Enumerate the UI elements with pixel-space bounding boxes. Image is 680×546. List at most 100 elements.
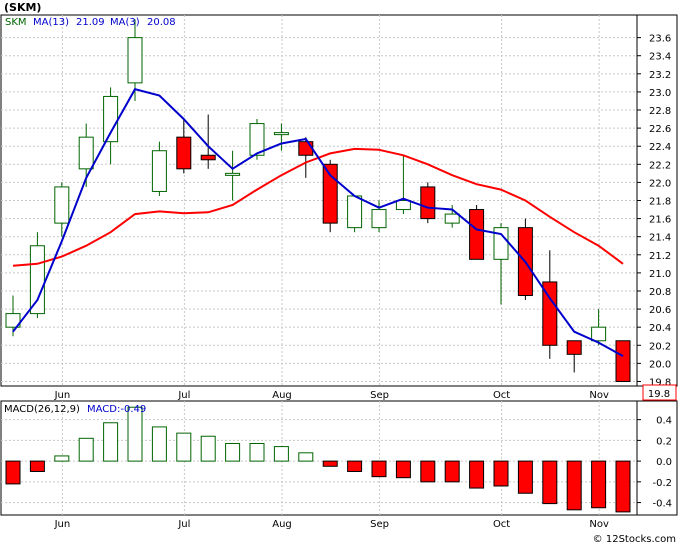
macd-axis: 0.4 0.2 0.0 -0.2 -0.4 bbox=[637, 416, 672, 510]
candle bbox=[176, 119, 192, 174]
macd-tick-label: 0.4 bbox=[656, 416, 672, 427]
macd-bar-negative bbox=[5, 460, 21, 485]
last-price-label: 19.8 bbox=[648, 389, 670, 400]
price-tick-label: 19.8 bbox=[649, 377, 671, 388]
legend: SKM MA(13) 21.09 MA(3) 20.08 bbox=[5, 17, 176, 28]
candle bbox=[615, 340, 631, 382]
month-axis-top: Jun Jul Aug Sep Oct Nov bbox=[54, 390, 609, 401]
macd-bar-positive bbox=[249, 442, 265, 462]
price-tick-label: 21.8 bbox=[649, 197, 671, 208]
macd-panel: 0.4 0.2 0.0 -0.2 -0.4 MACD(26,12,9) MACD:-0.… bbox=[0, 400, 678, 516]
candle bbox=[493, 223, 509, 305]
candle bbox=[469, 205, 485, 260]
candle-body-up bbox=[54, 186, 70, 224]
month-label: Jul bbox=[177, 390, 190, 401]
price-tick-label: 21.0 bbox=[649, 269, 671, 280]
macd-bar-negative bbox=[542, 460, 558, 505]
candle-body-down bbox=[322, 163, 338, 224]
month-label: Nov bbox=[589, 519, 609, 530]
macd-bar-negative bbox=[29, 460, 45, 472]
candle bbox=[517, 218, 533, 301]
price-tick-label: 23.6 bbox=[649, 34, 671, 45]
legend-ma-slow-value: 20.08 bbox=[147, 17, 176, 28]
macd-bar-negative bbox=[395, 460, 411, 479]
legend-ma-slow-label: MA(3) bbox=[110, 17, 140, 28]
candle-body-up bbox=[347, 195, 363, 229]
candle-body-up bbox=[29, 245, 45, 315]
month-label: Jul bbox=[177, 519, 190, 530]
legend-ticker: SKM bbox=[5, 17, 27, 28]
price-tick-label: 22.0 bbox=[649, 178, 671, 189]
price-axis: 23.6 23.4 23.2 23.0 22.8 22.6 22.4 22.2 22.0 21.8… bbox=[637, 34, 671, 388]
macd-bar-negative bbox=[444, 460, 460, 483]
price-tick-label: 23.4 bbox=[649, 52, 671, 63]
macd-tick-label: 0.2 bbox=[656, 436, 672, 447]
macd-bar-positive bbox=[103, 422, 119, 462]
candle bbox=[5, 295, 21, 337]
macd-title: MACD(26,12,9) bbox=[4, 404, 80, 415]
candle bbox=[322, 159, 338, 233]
month-label: Sep bbox=[370, 519, 389, 530]
price-tick-label: 20.8 bbox=[649, 287, 671, 298]
candle-body-down bbox=[176, 136, 192, 170]
macd-bar-positive bbox=[200, 435, 216, 462]
candle bbox=[371, 200, 387, 233]
price-tick-label: 21.4 bbox=[649, 233, 671, 244]
candle-body-up bbox=[127, 37, 143, 84]
candle-body-up bbox=[395, 200, 411, 211]
candle-body-down bbox=[542, 281, 558, 346]
month-label: Jun bbox=[54, 390, 71, 401]
macd-tick-label: 0.0 bbox=[656, 457, 672, 468]
candle-body-down bbox=[615, 340, 631, 382]
candle-body-up bbox=[591, 326, 607, 342]
macd-bar-positive bbox=[273, 446, 289, 462]
ma-slow-line bbox=[12, 88, 624, 357]
candle bbox=[151, 141, 167, 196]
month-label: Nov bbox=[589, 390, 609, 401]
price-tick-label: 22.6 bbox=[649, 124, 671, 135]
month-axis-bottom: Jun Jul Aug Sep Oct Nov bbox=[54, 519, 609, 530]
macd-bar-negative bbox=[347, 460, 363, 472]
macd-tick-label: -0.4 bbox=[652, 499, 672, 510]
candle-body-up bbox=[78, 136, 94, 170]
macd-bar-positive bbox=[151, 426, 167, 462]
candle-body-up bbox=[249, 123, 265, 156]
candle-body-up bbox=[371, 209, 387, 229]
macd-bar-positive bbox=[298, 452, 314, 462]
macd-bar-negative bbox=[517, 460, 533, 494]
price-panel: 23.6 23.4 23.2 23.0 22.8 22.6 22.4 22.2 22.0 21.8… bbox=[0, 14, 678, 401]
macd-bar-negative bbox=[615, 460, 631, 513]
price-tick-label: 20.0 bbox=[649, 359, 671, 370]
price-tick-label: 23.2 bbox=[649, 70, 671, 81]
candle bbox=[347, 195, 363, 233]
month-label: Oct bbox=[493, 390, 510, 401]
price-tick-label: 20.6 bbox=[649, 305, 671, 316]
candle-body-up bbox=[151, 150, 167, 192]
candle-body-up bbox=[103, 95, 119, 143]
macd-bars bbox=[5, 406, 631, 513]
candle-body-down bbox=[469, 209, 485, 260]
candle bbox=[420, 182, 436, 224]
macd-bar-negative bbox=[566, 460, 582, 511]
candle-body-up bbox=[225, 172, 241, 176]
price-tick-label: 22.4 bbox=[649, 142, 671, 153]
candle-body-up bbox=[273, 132, 289, 136]
macd-bar-positive bbox=[176, 432, 192, 462]
macd-bar-negative bbox=[322, 460, 338, 467]
candle bbox=[200, 114, 216, 169]
price-tick-label: 22.8 bbox=[649, 106, 671, 117]
macd-value-label: MACD:-0.49 bbox=[87, 404, 146, 415]
macd-tick-label: -0.2 bbox=[652, 478, 672, 489]
candle bbox=[591, 309, 607, 346]
legend-ma-fast-value: 21.09 bbox=[76, 17, 105, 28]
price-tick-label: 22.2 bbox=[649, 160, 671, 171]
candle bbox=[225, 150, 241, 201]
price-gridlines bbox=[1, 15, 637, 386]
macd-bar-negative bbox=[591, 460, 607, 509]
macd-bar-negative bbox=[371, 460, 387, 478]
legend-ma-fast-label: MA(13) bbox=[33, 17, 69, 28]
footer-credit: © 12Stocks.com bbox=[593, 534, 676, 545]
month-label: Aug bbox=[272, 390, 292, 401]
candle-body-down bbox=[298, 141, 314, 156]
